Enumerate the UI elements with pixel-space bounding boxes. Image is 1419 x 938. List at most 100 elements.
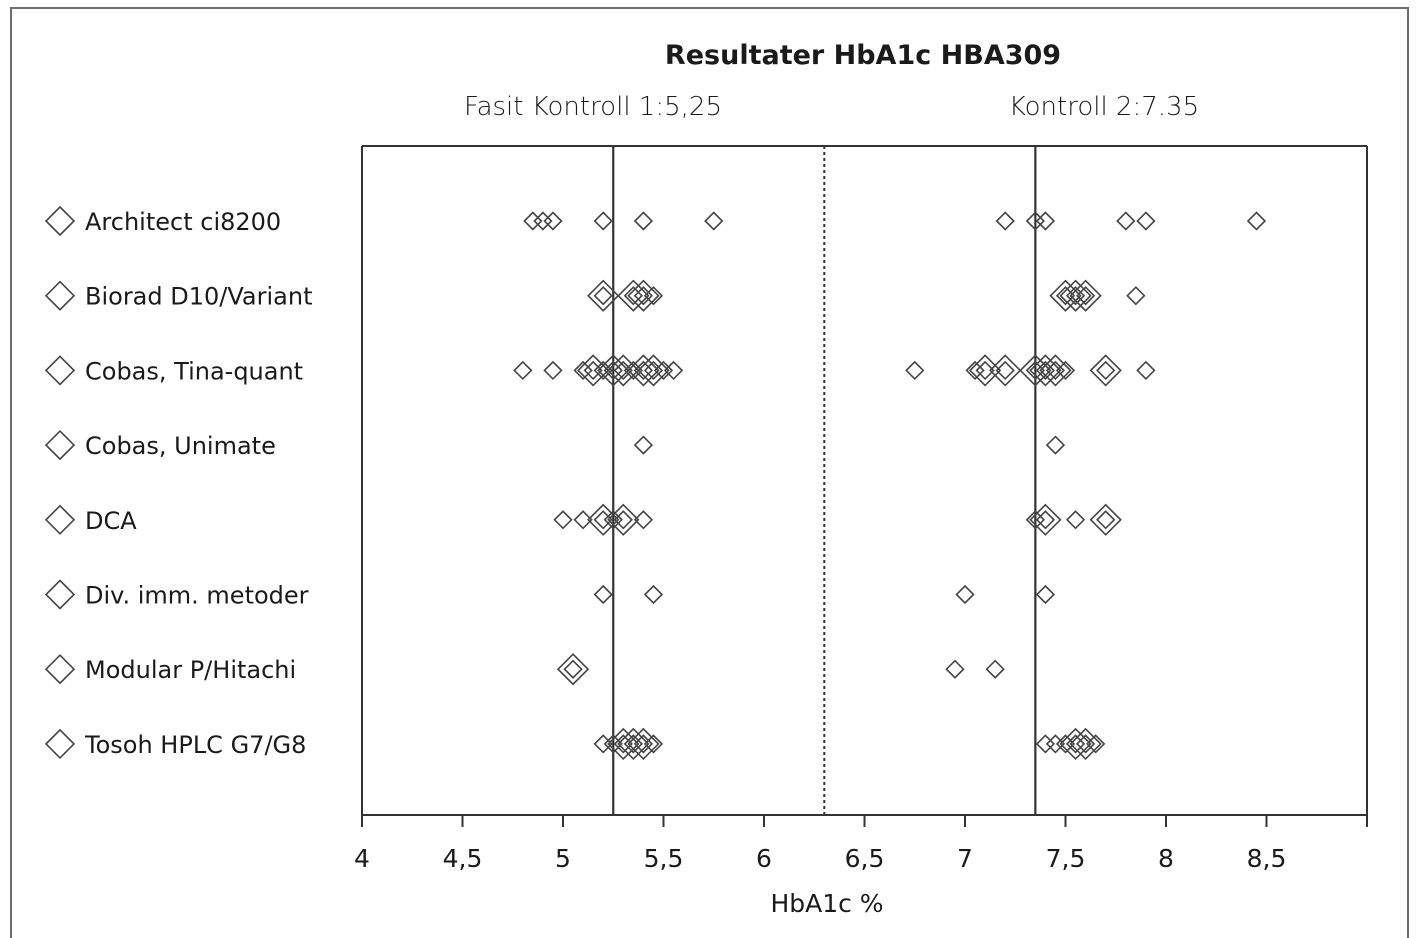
data-point (653, 360, 674, 381)
data-point (1035, 510, 1056, 530)
legend-label: Cobas, Tina-quant (85, 357, 303, 385)
data-point (623, 360, 643, 381)
data-point (1065, 734, 1086, 754)
data-point (905, 360, 925, 381)
data-point-cluster (627, 354, 660, 387)
plot-layer: 4 4,5 5 5,5 6 6,5 7 7,5 8 8,5 (354, 145, 1368, 873)
data-point (593, 584, 613, 605)
data-point-cluster (1029, 503, 1062, 536)
data-point (955, 584, 975, 605)
legend-label: DCA (85, 507, 137, 535)
data-point (663, 360, 684, 381)
data-point (553, 510, 573, 530)
legend-diamond-icon (44, 280, 76, 311)
data-point-cluster (556, 653, 590, 686)
x-tick-label: 6 (756, 844, 772, 873)
data-point (1136, 211, 1156, 231)
data-point (573, 510, 593, 530)
x-axis-label: HbA1c % (770, 889, 883, 918)
chart-title: Resultater HbA1c HBA309 (665, 40, 1061, 71)
legend-layer: Architect ci8200 Biorad D10/Variant Cobas,… (44, 205, 312, 760)
subtitle-control-1: Fasit Kontroll 1:5,25 (464, 92, 722, 122)
data-point (995, 360, 1015, 381)
data-point (623, 286, 643, 306)
data-point (995, 211, 1015, 231)
legend-label: Cobas, Unimate (85, 432, 276, 460)
data-point-cluster (1069, 279, 1102, 312)
data-point (1065, 510, 1086, 530)
data-point-cluster (1069, 727, 1102, 761)
data-point-cluster (607, 503, 640, 536)
data-point-cluster (637, 354, 670, 387)
data-point (1025, 211, 1045, 231)
legend-label: Div. imm. metoder (85, 582, 309, 610)
data-point (583, 360, 603, 381)
data-point (543, 360, 563, 381)
data-point (1136, 360, 1156, 381)
data-point (1045, 734, 1066, 754)
x-tick-label: 4,5 (443, 844, 483, 873)
data-point (613, 734, 633, 754)
data-point (704, 211, 724, 231)
data-point (603, 360, 623, 381)
data-point (1126, 286, 1146, 306)
x-tick-label: 5,5 (644, 844, 684, 873)
data-point-cluster (1059, 279, 1092, 312)
x-tick-label: 7 (957, 844, 973, 873)
data-point (945, 659, 965, 679)
data-point-cluster (587, 279, 620, 312)
data-point (1045, 435, 1066, 455)
x-tick-label: 8 (1158, 844, 1174, 873)
data-point-cluster (627, 727, 660, 761)
legend-label: Biorad D10/Variant (85, 283, 312, 311)
chart-svg: 4 4,5 5 5,5 6 6,5 7 7,5 8 8,5 Architect ci8200 Bio… (44, 40, 1368, 918)
legend-diamond-icon (44, 654, 76, 685)
data-point (513, 360, 533, 381)
legend-diamond-icon (44, 728, 76, 760)
data-point (1065, 286, 1086, 306)
data-point-cluster (627, 279, 660, 312)
data-point (613, 510, 633, 530)
x-tick-label: 4 (354, 844, 370, 873)
data-point (1246, 211, 1267, 231)
legend-label: Modular P/Hitachi (85, 656, 296, 684)
data-point (623, 734, 643, 754)
data-point (563, 659, 583, 679)
data-point (593, 510, 613, 530)
data-point-cluster (617, 727, 650, 761)
legend-diamond-icon (44, 429, 76, 461)
data-point-cluster (1029, 354, 1062, 387)
data-point (603, 734, 623, 754)
data-point (533, 211, 553, 231)
data-point (633, 734, 654, 754)
legend-diamond-icon (44, 205, 76, 237)
data-point (593, 734, 613, 754)
x-tick-label: 8,5 (1247, 844, 1287, 873)
legend-diamond-icon (44, 504, 76, 535)
data-point-cluster (597, 354, 630, 387)
data-point (523, 211, 543, 231)
data-point (1096, 510, 1116, 530)
data-point (593, 360, 613, 381)
x-tick-label: 5 (555, 844, 571, 873)
data-point (1035, 360, 1056, 381)
data-point (1055, 734, 1076, 754)
data-point (1045, 360, 1066, 381)
data-point (1075, 734, 1096, 754)
data-point-cluster (1039, 354, 1072, 387)
data-point (1116, 211, 1136, 231)
data-point (633, 435, 654, 455)
legend-label: Architect ci8200 (85, 208, 281, 236)
data-point (643, 360, 664, 381)
data-point (1035, 734, 1056, 754)
data-point (643, 286, 664, 306)
data-point (1025, 510, 1045, 530)
data-point (603, 510, 623, 530)
data-point (593, 286, 613, 306)
legend-diamond-icon (44, 579, 76, 610)
data-point-cluster (1089, 354, 1122, 387)
data-point (643, 734, 664, 754)
legend-label: Tosoh HPLC G7/G8 (84, 731, 306, 759)
data-point (633, 211, 654, 231)
data-point (985, 659, 1005, 679)
